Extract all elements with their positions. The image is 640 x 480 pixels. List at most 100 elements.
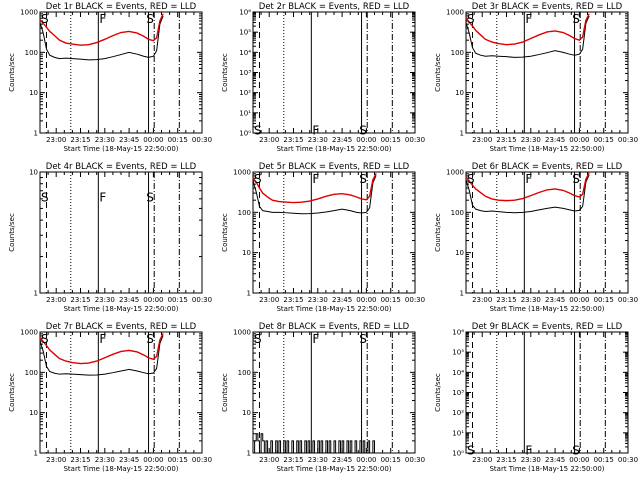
- interval-mark-f: F: [312, 172, 319, 186]
- x-tick-label: 23:00: [259, 456, 279, 464]
- y-tick-label: 1: [34, 450, 38, 458]
- series-line-events: [39, 335, 164, 376]
- interval-mark-s: S: [41, 12, 49, 26]
- x-tick-label: 00:00: [143, 296, 163, 304]
- y-tick-label: 1000: [20, 9, 38, 17]
- series-line-lld: [39, 333, 164, 365]
- x-tick-label: 23:30: [521, 456, 541, 464]
- x-tick-label: 00:15: [168, 296, 188, 304]
- x-tick-label: 23:30: [521, 136, 541, 144]
- x-tick-label: 00:15: [168, 136, 188, 144]
- interval-mark-s: S: [359, 123, 367, 137]
- interval-mark-f: F: [312, 123, 319, 137]
- x-tick-label: 00:00: [143, 136, 163, 144]
- y-axis-label: Counts/sec: [434, 213, 442, 252]
- panel-title: Det 2r BLACK = Events, RED = LLD: [259, 2, 410, 12]
- interval-mark-s: S: [572, 443, 580, 457]
- x-tick-label: 23:15: [283, 136, 303, 144]
- interval-mark-s: S: [146, 191, 154, 205]
- x-tick-label: 00:30: [405, 296, 425, 304]
- x-tick-label: 23:30: [308, 296, 328, 304]
- x-tick-label: 23:00: [259, 136, 279, 144]
- series-line-events: [465, 174, 590, 214]
- y-tick-label: 100: [238, 369, 251, 377]
- det-panel-8: Det 8r BLACK = Events, RED = LLD 1 10 100 10…: [221, 322, 425, 473]
- interval-mark-f: F: [525, 12, 532, 26]
- x-tick-label: 00:30: [405, 456, 425, 464]
- panel-title: Det 7r BLACK = Events, RED = LLD: [46, 322, 197, 332]
- x-tick-label: 23:45: [119, 456, 139, 464]
- x-axis-label: Start Time (18-May-15 22:50:00): [276, 465, 391, 473]
- y-axis-label: Counts/sec: [8, 373, 16, 412]
- y-tick-label: 100: [238, 209, 251, 217]
- y-tick-label: 1000: [20, 329, 38, 337]
- y-axis-label: Counts/sec: [8, 213, 16, 252]
- det-panel-5: Det 5r BLACK = Events, RED = LLD 1 10 100 10…: [221, 162, 425, 313]
- x-axis-label: Start Time (18-May-15 22:50:00): [63, 305, 178, 313]
- x-tick-label: 00:30: [618, 136, 638, 144]
- x-tick-label: 00:15: [594, 136, 614, 144]
- x-tick-label: 23:00: [472, 136, 492, 144]
- y-tick-label: 1: [247, 450, 251, 458]
- x-tick-label: 00:15: [594, 456, 614, 464]
- x-tick-label: 23:45: [545, 456, 565, 464]
- y-tick-label: 10⁵: [239, 29, 251, 37]
- det-panel-7: Det 7r BLACK = Events, RED = LLD 1 10 100 10…: [8, 322, 212, 473]
- x-tick-label: 00:30: [192, 456, 212, 464]
- x-tick-label: 00:00: [356, 456, 376, 464]
- y-axis-label: Counts/sec: [8, 53, 16, 92]
- y-tick-label: 100: [451, 209, 464, 217]
- y-tick-label: 10: [29, 409, 38, 417]
- y-tick-label: 1000: [446, 169, 464, 177]
- interval-mark-s: S: [41, 191, 49, 205]
- y-tick-label: 10⁰: [239, 130, 251, 138]
- interval-mark-f: F: [525, 172, 532, 186]
- plot-frame: [39, 171, 203, 294]
- interval-mark-s: S: [254, 172, 262, 186]
- y-tick-label: 10⁶: [239, 9, 251, 17]
- x-axis-label: Start Time (18-May-15 22:50:00): [276, 145, 391, 153]
- y-tick-label: 10⁵: [452, 349, 464, 357]
- det-panel-2: Det 2r BLACK = Events, RED = LLD 10⁰ 10¹ 10…: [221, 2, 425, 153]
- x-tick-label: 00:00: [569, 456, 589, 464]
- x-tick-label: 00:15: [594, 296, 614, 304]
- x-tick-label: 23:30: [521, 296, 541, 304]
- x-tick-label: 23:00: [472, 456, 492, 464]
- x-tick-label: 23:15: [496, 136, 516, 144]
- x-tick-label: 23:15: [496, 296, 516, 304]
- x-tick-label: 23:45: [332, 456, 352, 464]
- x-axis-label: Start Time (18-May-15 22:50:00): [489, 465, 604, 473]
- y-tick-label: 10⁶: [452, 329, 464, 337]
- y-tick-label: 10⁴: [239, 49, 251, 57]
- series-line-events: [252, 175, 377, 215]
- x-tick-label: 23:15: [70, 456, 90, 464]
- y-tick-label: 10²: [452, 409, 464, 417]
- x-tick-label: 00:30: [405, 136, 425, 144]
- panel-title: Det 5r BLACK = Events, RED = LLD: [259, 162, 410, 172]
- y-tick-label: 1: [460, 130, 464, 138]
- det-panel-6: Det 6r BLACK = Events, RED = LLD 1 10 100 10…: [434, 162, 638, 313]
- x-tick-label: 23:45: [332, 296, 352, 304]
- series-line-events: [39, 15, 164, 61]
- x-tick-label: 23:45: [119, 296, 139, 304]
- interval-mark-f: F: [312, 332, 319, 346]
- series-line-lld: [252, 173, 377, 204]
- y-tick-label: 10³: [239, 69, 251, 77]
- x-tick-label: 00:00: [356, 136, 376, 144]
- y-tick-label: 10³: [452, 389, 464, 397]
- y-tick-label: 1: [34, 290, 38, 298]
- y-tick-label: 100: [25, 369, 38, 377]
- x-tick-label: 00:15: [168, 456, 188, 464]
- x-tick-label: 23:30: [95, 456, 115, 464]
- panel-title: Det 3r BLACK = Events, RED = LLD: [472, 2, 623, 12]
- y-tick-label: 10: [242, 409, 251, 417]
- x-tick-label: 23:45: [545, 296, 565, 304]
- x-tick-label: 23:30: [95, 136, 115, 144]
- x-tick-label: 23:00: [46, 296, 66, 304]
- x-tick-label: 00:15: [381, 296, 401, 304]
- interval-mark-s: S: [467, 172, 475, 186]
- y-tick-label: 100: [25, 49, 38, 57]
- x-axis-label: Start Time (18-May-15 22:50:00): [489, 145, 604, 153]
- x-tick-label: 23:00: [259, 296, 279, 304]
- x-tick-label: 00:30: [192, 296, 212, 304]
